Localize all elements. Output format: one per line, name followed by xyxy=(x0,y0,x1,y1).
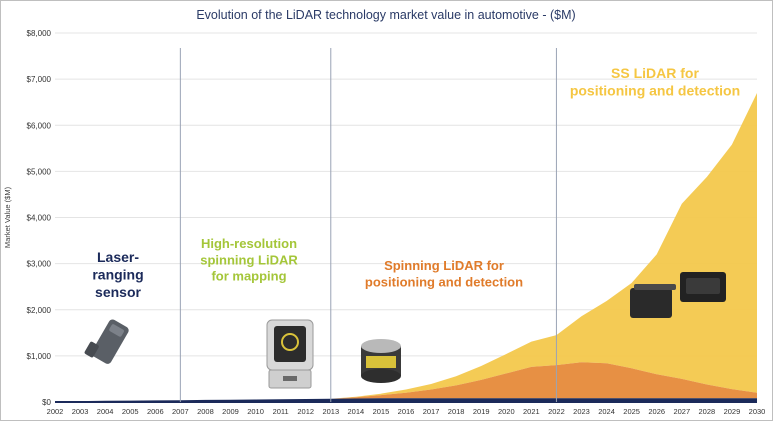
x-tick-label: 2028 xyxy=(699,407,716,416)
y-tick-label: $4,000 xyxy=(27,214,52,223)
chart-title: Evolution of the LiDAR technology market… xyxy=(196,8,575,22)
x-tick-label: 2014 xyxy=(348,407,365,416)
x-tick-label: 2012 xyxy=(297,407,314,416)
x-tick-label: 2003 xyxy=(72,407,89,416)
x-tick-label: 2023 xyxy=(573,407,590,416)
x-tick-label: 2025 xyxy=(623,407,640,416)
x-tick-label: 2021 xyxy=(523,407,540,416)
y-tick-label: $2,000 xyxy=(27,306,52,315)
x-tick-label: 2029 xyxy=(724,407,741,416)
x-tick-label: 2007 xyxy=(172,407,189,416)
y-axis-label: Market Value ($M) xyxy=(3,186,12,248)
y-tick-label: $0 xyxy=(42,398,51,407)
y-tick-label: $1,000 xyxy=(27,352,52,361)
x-tick-label: 2009 xyxy=(222,407,239,416)
x-tick-label: 2020 xyxy=(498,407,515,416)
high-res-spinning-lidar-image xyxy=(266,319,314,389)
x-tick-label: 2030 xyxy=(749,407,766,416)
x-tick-label: 2027 xyxy=(673,407,690,416)
x-tick-label: 2026 xyxy=(648,407,665,416)
x-tick-label: 2015 xyxy=(373,407,390,416)
era-label-high-res-spinning: High-resolution spinning LiDAR for mapping xyxy=(200,236,298,284)
y-tick-label: $7,000 xyxy=(27,75,52,84)
x-tick-label: 2004 xyxy=(97,407,114,416)
x-tick-label: 2016 xyxy=(398,407,415,416)
x-tick-label: 2013 xyxy=(322,407,339,416)
x-tick-label: 2018 xyxy=(448,407,465,416)
series-area-ss-lidar xyxy=(55,93,757,402)
x-tick-label: 2006 xyxy=(147,407,164,416)
ss-lidar-image xyxy=(630,272,726,318)
x-tick-label: 2011 xyxy=(273,407,289,416)
y-tick-label: $3,000 xyxy=(27,260,52,269)
era-label-spinning-positioning: Spinning LiDAR for positioning and detect… xyxy=(365,258,523,289)
x-tick-label: 2024 xyxy=(598,407,615,416)
spinning-lidar-image xyxy=(361,339,401,383)
x-tick-label: 2008 xyxy=(197,407,214,416)
x-tick-label: 2002 xyxy=(47,407,64,416)
x-tick-label: 2019 xyxy=(473,407,490,416)
era-label-ss-lidar: SS LiDAR for positioning and detection xyxy=(570,65,740,99)
x-tick-label: 2017 xyxy=(423,407,440,416)
y-tick-label: $6,000 xyxy=(27,121,52,130)
x-tick-label: 2005 xyxy=(122,407,139,416)
era-label-laser-ranging: Laser-ranging sensor xyxy=(92,249,143,300)
x-tick-label: 2022 xyxy=(548,407,565,416)
y-tick-label: $8,000 xyxy=(27,29,52,38)
laser-ranging-sensor-image xyxy=(84,319,129,364)
x-tick-label: 2010 xyxy=(247,407,264,416)
y-tick-label: $5,000 xyxy=(27,167,52,176)
series-area-spinning-lidar xyxy=(55,362,757,402)
